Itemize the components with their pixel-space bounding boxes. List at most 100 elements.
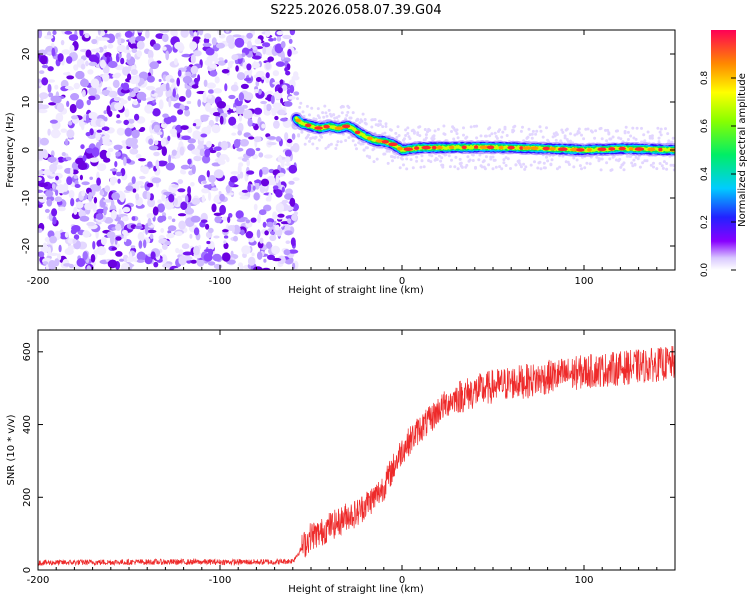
heatmap-ridge-halo bbox=[522, 162, 526, 166]
heatmap-noise-cell bbox=[148, 138, 154, 145]
heatmap-noise-cell bbox=[85, 132, 91, 137]
heatmap-noise-cell bbox=[246, 170, 255, 175]
heatmap-ridge-halo bbox=[475, 124, 479, 128]
heatmap-ridge-halo bbox=[323, 104, 327, 108]
heatmap-ridge-halo bbox=[500, 135, 504, 139]
heatmap-noise-cell bbox=[239, 195, 249, 200]
heatmap-ridge-peak bbox=[431, 145, 437, 150]
heatmap-noise-cell bbox=[197, 74, 201, 82]
heatmap-noise-cell bbox=[159, 30, 170, 33]
heatmap-noise-cell bbox=[118, 208, 122, 215]
heatmap-noise-cell bbox=[205, 223, 210, 230]
heatmap-ridge-halo bbox=[310, 106, 314, 110]
heatmap-ridge-halo bbox=[475, 136, 479, 140]
heatmap-x-label: Height of straight line (km) bbox=[288, 285, 424, 296]
heatmap-noise-cell bbox=[164, 240, 172, 246]
heatmap-noise-cell bbox=[255, 147, 261, 152]
heatmap-noise-cell bbox=[112, 79, 120, 89]
heatmap-noise-cell bbox=[289, 84, 295, 94]
heatmap-noise-cell bbox=[250, 217, 257, 223]
heatmap-ridge-halo bbox=[363, 118, 367, 121]
heatmap-noise-cell bbox=[208, 175, 217, 183]
snr-y-tick-label: 400 bbox=[22, 415, 33, 434]
heatmap-noise-cell bbox=[114, 161, 118, 168]
heatmap-noise-cell bbox=[125, 137, 135, 147]
heatmap-noise-cell bbox=[121, 262, 130, 270]
heatmap-ridge-halo bbox=[610, 168, 614, 172]
heatmap-noise-cell bbox=[176, 77, 180, 87]
heatmap-ridge-halo bbox=[419, 165, 423, 169]
heatmap-noise-cell bbox=[235, 210, 244, 219]
heatmap-ridge-peak bbox=[587, 148, 592, 152]
heatmap-noise-cell bbox=[38, 177, 42, 181]
heatmap-noise-cell bbox=[173, 267, 184, 270]
heatmap-noise-cell bbox=[90, 78, 100, 89]
heatmap-noise-cell bbox=[124, 30, 133, 38]
snr-y-tick-label: 600 bbox=[22, 342, 33, 361]
heatmap-ridge-halo bbox=[402, 163, 405, 167]
heatmap-noise-cell bbox=[192, 130, 201, 140]
heatmap-noise-cell bbox=[288, 164, 298, 174]
heatmap-noise-cell bbox=[209, 63, 218, 69]
heatmap-noise-cell bbox=[96, 246, 107, 256]
heatmap-ridge-halo bbox=[495, 136, 499, 140]
heatmap-ridge-halo bbox=[643, 139, 647, 143]
heatmap-ridge-halo bbox=[336, 140, 340, 144]
heatmap-ridge-halo bbox=[659, 133, 663, 137]
heatmap-noise-cell bbox=[80, 78, 89, 88]
colorbar: 0.0 0.2 0.4 0.6 0.8 Normalized spectral ampl… bbox=[700, 30, 748, 277]
heatmap-noise-cell bbox=[264, 45, 274, 56]
heatmap-noise-cell bbox=[98, 46, 104, 53]
heatmap-noise-cell bbox=[123, 49, 131, 54]
heatmap-ridge-peak bbox=[519, 146, 524, 150]
heatmap-ridge-halo bbox=[605, 161, 609, 165]
heatmap-noise-cell bbox=[90, 253, 96, 263]
heatmap-noise-cell bbox=[160, 215, 167, 222]
heatmap-noise-cell bbox=[166, 204, 175, 209]
heatmap-noise-cell bbox=[109, 176, 118, 184]
heatmap-noise-cell bbox=[104, 52, 112, 58]
heatmap-ridge-halo bbox=[372, 147, 376, 151]
heatmap-noise-cell bbox=[135, 35, 146, 42]
heatmap-noise-cell bbox=[136, 50, 142, 58]
heatmap-noise-cell bbox=[247, 118, 253, 127]
heatmap-noise-cell bbox=[99, 189, 104, 196]
heatmap-noise-cell bbox=[79, 30, 84, 37]
heatmap-noise-cell bbox=[198, 30, 204, 36]
heatmap-noise-cell bbox=[171, 184, 179, 188]
heatmap-ridge-halo bbox=[583, 166, 587, 170]
heatmap-ridge-halo bbox=[506, 157, 510, 161]
heatmap-ridge-halo bbox=[362, 148, 366, 152]
heatmap-noise-cell bbox=[208, 191, 212, 201]
heatmap-noise-cell bbox=[204, 33, 212, 40]
heatmap-noise-cell bbox=[240, 217, 248, 220]
heatmap-ridge-halo bbox=[618, 157, 622, 161]
heatmap-noise-cell bbox=[178, 249, 184, 255]
heatmap-noise-cell bbox=[60, 39, 65, 46]
heatmap-ridge-halo bbox=[577, 127, 581, 131]
heatmap-noise-cell bbox=[128, 118, 135, 124]
heatmap-ridge-halo bbox=[502, 161, 506, 165]
heatmap-ridge-halo bbox=[418, 125, 422, 129]
heatmap-ridge-halo bbox=[666, 132, 670, 136]
heatmap-noise-cell bbox=[284, 149, 292, 157]
heatmap-noise-cell bbox=[145, 30, 150, 39]
heatmap-ridge-halo bbox=[549, 163, 553, 167]
heatmap-noise-cell bbox=[133, 86, 139, 94]
heatmap-noise-cell bbox=[165, 82, 170, 92]
heatmap-noise-cell bbox=[47, 128, 51, 136]
heatmap-noise-cell bbox=[258, 209, 267, 216]
heatmap-ridge-halo bbox=[626, 130, 630, 134]
heatmap-noise-cell bbox=[124, 127, 133, 137]
heatmap-noise-cell bbox=[275, 203, 285, 213]
heatmap-noise-cell bbox=[219, 33, 226, 39]
heatmap-noise-cell bbox=[71, 225, 81, 232]
heatmap-noise-cell bbox=[240, 229, 245, 236]
heatmap-noise-cell bbox=[96, 129, 103, 133]
heatmap-noise-cell bbox=[73, 206, 78, 215]
heatmap-ridge-halo bbox=[631, 126, 635, 130]
heatmap-noise-cell bbox=[212, 112, 221, 117]
heatmap-ridge-peak bbox=[474, 145, 479, 149]
heatmap-noise-cell bbox=[111, 192, 121, 200]
heatmap-ridge-halo bbox=[372, 160, 376, 164]
